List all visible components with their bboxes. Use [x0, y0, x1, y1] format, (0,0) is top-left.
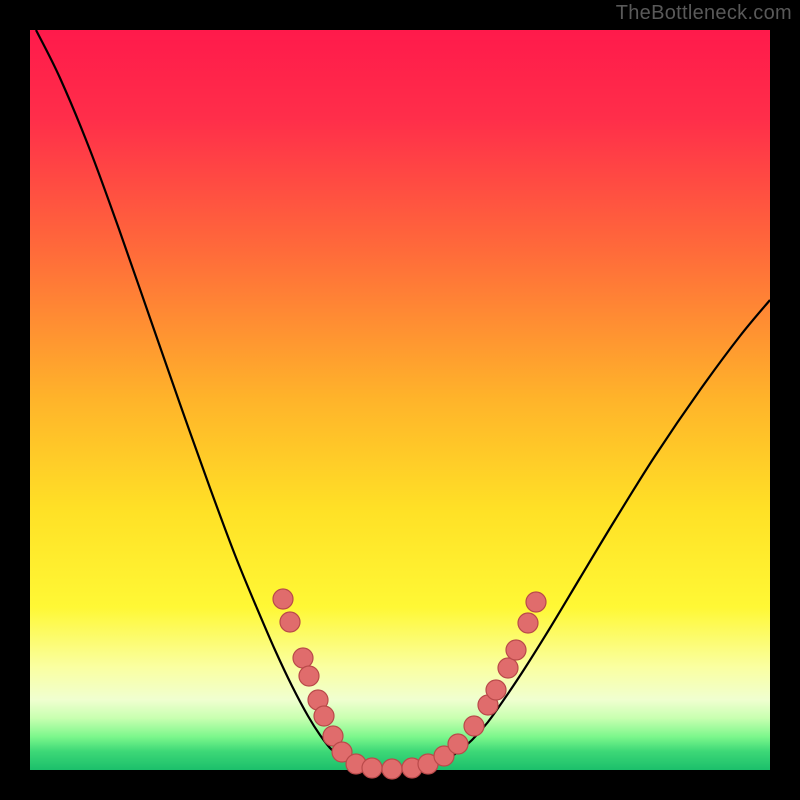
curve-marker: [362, 758, 382, 778]
curve-marker: [448, 734, 468, 754]
curve-marker: [273, 589, 293, 609]
curve-marker: [293, 648, 313, 668]
curve-marker: [299, 666, 319, 686]
plot-area: [30, 30, 770, 770]
chart-stage: TheBottleneck.com: [0, 0, 800, 800]
curve-marker: [314, 706, 334, 726]
curve-marker: [526, 592, 546, 612]
curve-marker: [506, 640, 526, 660]
curve-marker: [486, 680, 506, 700]
chart-svg: [0, 0, 800, 800]
curve-marker: [498, 658, 518, 678]
curve-marker: [464, 716, 484, 736]
curve-marker: [382, 759, 402, 779]
curve-marker: [518, 613, 538, 633]
curve-marker: [280, 612, 300, 632]
